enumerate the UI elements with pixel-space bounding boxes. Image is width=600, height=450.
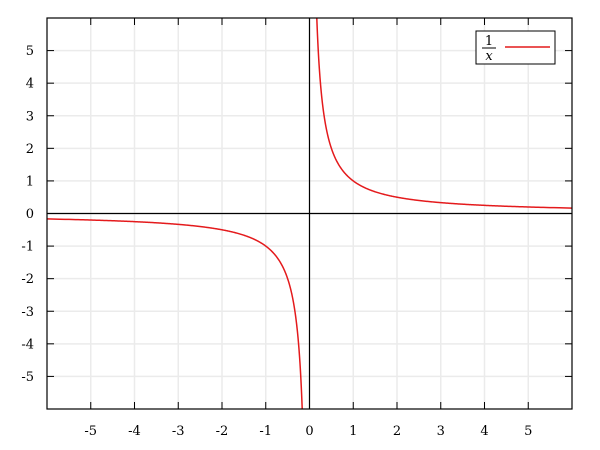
- x-tick-label: 3: [437, 424, 445, 439]
- legend-label-denominator: x: [485, 49, 493, 64]
- y-tick-label: 5: [26, 44, 34, 59]
- x-tick-label: 2: [393, 424, 401, 439]
- x-tick-label: -4: [128, 424, 141, 439]
- x-tick-label: 4: [480, 424, 488, 439]
- y-tick-label: 4: [26, 77, 34, 92]
- zero-axes: [47, 18, 572, 409]
- series-1-over-x-positive-branch: [316, 17, 573, 209]
- y-tick-label: 0: [26, 207, 34, 222]
- x-tick-label: -5: [84, 424, 97, 439]
- x-tick-label: 1: [349, 424, 357, 439]
- x-tick-label: -3: [172, 424, 185, 439]
- y-tick-label: 1: [26, 174, 34, 189]
- x-tick-label: -2: [216, 424, 229, 439]
- ticks: [47, 18, 572, 409]
- x-tick-label: 5: [524, 424, 532, 439]
- x-tick-labels: -5 -4 -3 -2 -1 0 1 2 3 4 5: [84, 424, 532, 439]
- y-tick-label: 2: [26, 142, 34, 157]
- legend-label-numerator: 1: [485, 34, 493, 49]
- y-tick-label: -1: [21, 240, 34, 255]
- y-tick-label: -5: [21, 370, 34, 385]
- y-tick-label: -3: [21, 305, 34, 320]
- legend: 1 x: [475, 30, 556, 65]
- series-layer: [46, 17, 573, 410]
- series-1-over-x-negative-branch: [46, 218, 303, 410]
- y-tick-label: 3: [26, 109, 34, 124]
- y-tick-label: -2: [21, 272, 34, 287]
- x-tick-label: -1: [259, 424, 272, 439]
- x-tick-label: 0: [305, 424, 313, 439]
- y-tick-label: -4: [21, 337, 34, 352]
- y-tick-labels: -5 -4 -3 -2 -1 0 1 2 3 4 5: [21, 44, 34, 385]
